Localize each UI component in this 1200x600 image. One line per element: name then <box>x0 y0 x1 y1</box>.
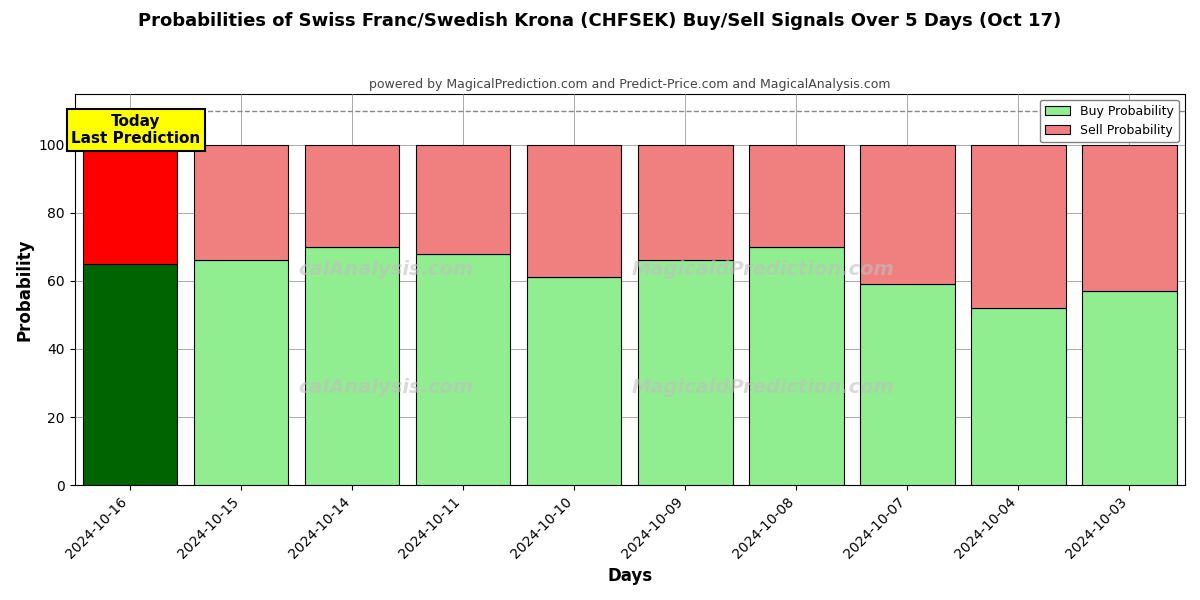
Bar <box>860 145 955 284</box>
Text: Probabilities of Swiss Franc/Swedish Krona (CHFSEK) Buy/Sell Signals Over 5 Days: Probabilities of Swiss Franc/Swedish Kro… <box>138 12 1062 30</box>
Text: Today
Last Prediction: Today Last Prediction <box>71 114 200 146</box>
Text: calAnalysis.com: calAnalysis.com <box>298 260 473 279</box>
Bar <box>194 145 288 260</box>
Bar <box>305 145 400 247</box>
Bar <box>1082 145 1177 291</box>
Bar <box>749 145 844 247</box>
Bar <box>638 145 732 260</box>
Bar <box>416 254 510 485</box>
Title: powered by MagicalPrediction.com and Predict-Price.com and MagicalAnalysis.com: powered by MagicalPrediction.com and Pre… <box>370 78 890 91</box>
Bar <box>527 145 622 277</box>
Bar <box>638 260 732 485</box>
Y-axis label: Probability: Probability <box>16 238 34 341</box>
Bar <box>860 284 955 485</box>
Bar <box>1082 291 1177 485</box>
Bar <box>971 308 1066 485</box>
Text: calAnalysis.com: calAnalysis.com <box>298 378 473 397</box>
X-axis label: Days: Days <box>607 567 653 585</box>
Bar <box>527 277 622 485</box>
Bar <box>83 264 178 485</box>
Bar <box>305 247 400 485</box>
Text: MagicaldPrediction.com: MagicaldPrediction.com <box>631 260 894 279</box>
Bar <box>194 260 288 485</box>
Bar <box>749 247 844 485</box>
Legend: Buy Probability, Sell Probability: Buy Probability, Sell Probability <box>1040 100 1178 142</box>
Text: MagicaldPrediction.com: MagicaldPrediction.com <box>631 378 894 397</box>
Bar <box>416 145 510 254</box>
Bar <box>83 145 178 264</box>
Bar <box>971 145 1066 308</box>
